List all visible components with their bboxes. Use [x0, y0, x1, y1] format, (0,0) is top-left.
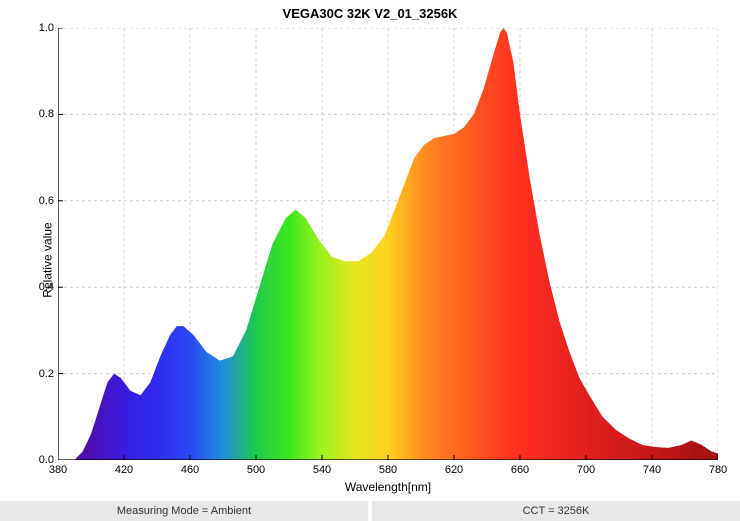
x-tick: 660 [511, 464, 529, 476]
x-tick: 540 [313, 464, 331, 476]
cct-cell: CCT = 3256K [372, 501, 740, 521]
chart-title: VEGA30C 32K V2_01_3256K [0, 6, 740, 21]
info-footer: Measuring Mode = Ambient CCT = 3256K [0, 501, 740, 521]
y-tick: 1.0 [24, 22, 54, 34]
x-tick: 420 [115, 464, 133, 476]
y-tick: 0.2 [24, 368, 54, 380]
measuring-mode-cell: Measuring Mode = Ambient [0, 501, 368, 521]
x-tick: 780 [709, 464, 727, 476]
y-tick: 0.4 [24, 281, 54, 293]
x-tick: 580 [379, 464, 397, 476]
x-tick: 740 [643, 464, 661, 476]
spectrum-chart-container: VEGA30C 32K V2_01_3256K Relative value W… [0, 0, 740, 521]
x-tick: 700 [577, 464, 595, 476]
x-tick: 500 [247, 464, 265, 476]
x-axis-label: Wavelength[nm] [58, 480, 718, 494]
x-tick: 460 [181, 464, 199, 476]
y-tick: 0.0 [24, 454, 54, 466]
spectrum-plot [58, 28, 718, 460]
y-tick: 0.6 [24, 195, 54, 207]
y-tick: 0.8 [24, 108, 54, 120]
x-tick: 620 [445, 464, 463, 476]
